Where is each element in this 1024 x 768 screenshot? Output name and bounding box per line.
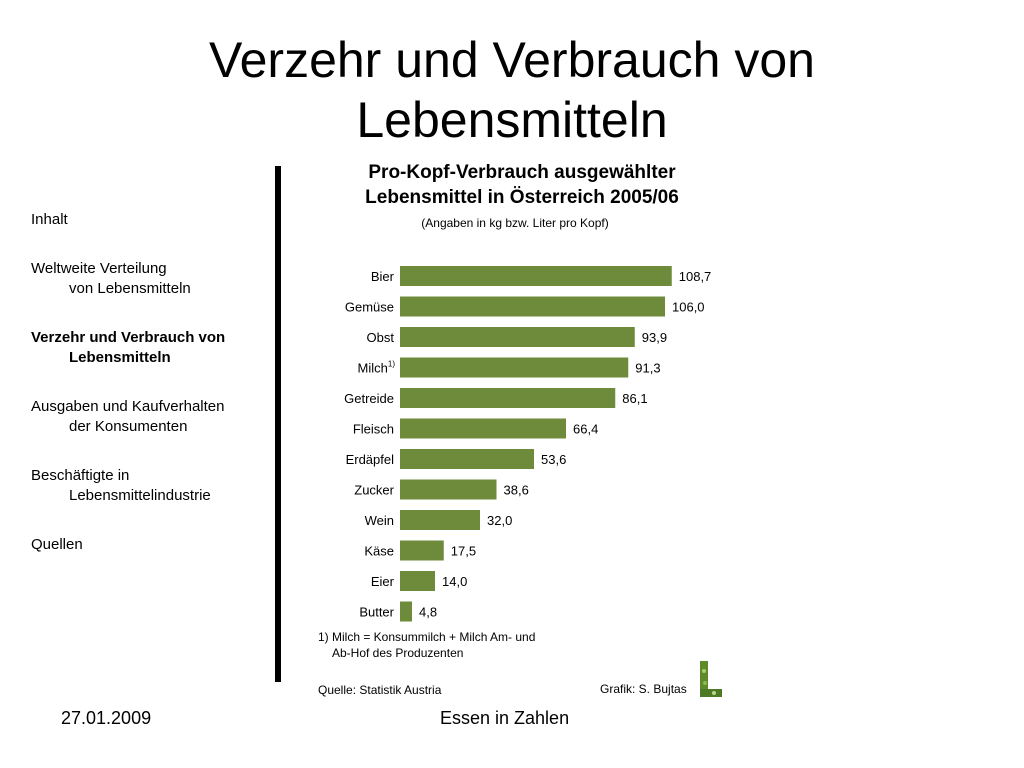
category-label: Zucker	[354, 483, 394, 498]
footer-title: Essen in Zahlen	[440, 708, 570, 728]
bar	[400, 266, 672, 286]
data-label: 38,6	[504, 483, 529, 498]
data-label: 93,9	[642, 330, 667, 345]
bar	[400, 357, 629, 378]
bar	[400, 418, 566, 439]
chart-title-line1: Pro-Kopf-Verbrauch ausgewählter	[368, 162, 676, 183]
data-label: 53,6	[541, 452, 566, 467]
nav-item-verzehr-und-verbrauch[interactable]: Verzehr und Verbrauch von Lebensmitteln	[31, 328, 271, 368]
footer-date: 27.01.2009	[61, 708, 152, 728]
leaf-logo-icon	[700, 661, 722, 697]
category-label: Getreide	[344, 391, 394, 406]
bar	[400, 327, 635, 347]
nav-item-weltweite-verteilung[interactable]: Weltweite Verteilung von Lebensmitteln	[31, 259, 271, 299]
nav-item-label: Beschäftigte in	[31, 467, 130, 484]
nav-item-inhalt[interactable]: Inhalt	[31, 210, 271, 230]
chart-title-line2: Lebensmittel in Österreich 2005/06	[365, 187, 679, 208]
category-label: Käse	[364, 544, 394, 559]
vertical-divider	[275, 166, 281, 682]
chart-subtitle: (Angaben in kg bzw. Liter pro Kopf)	[421, 216, 608, 230]
category-label: Milch1)	[358, 360, 396, 376]
data-label: 17,5	[451, 544, 476, 559]
slide-title: Verzehr und Verbrauch von Lebensmitteln	[0, 30, 1024, 150]
slide-title-line2: Lebensmitteln	[356, 92, 668, 148]
chart-bars: Bier 108,7 Gemüse 106,0 Obst 93,9 Milch1) 91,3 G…	[344, 266, 711, 622]
data-label: 32,0	[487, 513, 512, 528]
category-label: Fleisch	[353, 422, 394, 437]
nav-item-quellen[interactable]: Quellen	[31, 535, 271, 555]
bar	[400, 388, 616, 408]
consumption-bar-chart: Pro-Kopf-Verbrauch ausgewählter Lebensmi…	[318, 162, 711, 697]
bar	[400, 449, 534, 469]
data-label: 106,0	[672, 300, 705, 315]
category-label: Wein	[365, 513, 394, 528]
data-label: 91,3	[635, 361, 660, 376]
chart-source: Quelle: Statistik Austria	[318, 683, 442, 697]
nav-item-label: Verzehr und Verbrauch von	[31, 329, 226, 346]
data-label: 4,8	[419, 605, 437, 620]
chart-footnote-line1: 1) Milch = Konsummilch + Milch Am- und	[318, 630, 535, 644]
data-label: 66,4	[573, 422, 598, 437]
data-label: 86,1	[622, 391, 647, 406]
category-label: Butter	[359, 605, 394, 620]
nav-item-label: Ausgaben und Kaufverhalten	[31, 398, 225, 415]
bar	[400, 510, 480, 530]
nav-item-label-cont: der Konsumenten	[69, 418, 188, 435]
nav-item-ausgaben-und-kaufverhalten[interactable]: Ausgaben und Kaufverhalten der Konsument…	[31, 397, 271, 437]
nav-item-label: Inhalt	[31, 211, 68, 228]
nav-item-label-cont: von Lebensmitteln	[69, 280, 191, 297]
bar	[400, 571, 435, 591]
data-label: 108,7	[679, 269, 712, 284]
category-label: Obst	[367, 330, 395, 345]
chart-footnote-line2: Ab-Hof des Produzenten	[332, 646, 463, 660]
chart-credit: Grafik: S. Bujtas	[600, 682, 687, 696]
nav-item-label-cont: Lebensmittelindustrie	[69, 487, 211, 504]
category-label: Erdäpfel	[346, 452, 395, 467]
data-label: 14,0	[442, 574, 467, 589]
slide-title-line1: Verzehr und Verbrauch von	[209, 32, 815, 88]
category-label: Gemüse	[345, 300, 394, 315]
bar	[400, 601, 412, 622]
outline-nav: Inhalt Weltweite Verteilung von Lebensmi…	[31, 210, 271, 584]
bar	[400, 540, 444, 561]
nav-item-beschaeftigte[interactable]: Beschäftigte in Lebensmittelindustrie	[31, 466, 271, 506]
nav-item-label: Weltweite Verteilung	[31, 260, 167, 277]
category-label: Eier	[371, 574, 395, 589]
category-label: Bier	[371, 269, 395, 284]
bar	[400, 479, 497, 500]
nav-item-label: Quellen	[31, 536, 83, 553]
nav-item-label-cont: Lebensmitteln	[69, 349, 171, 366]
bar	[400, 296, 665, 317]
